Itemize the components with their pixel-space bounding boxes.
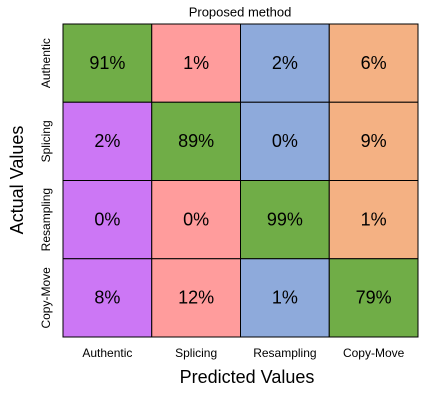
x-axis-label: Predicted Values: [180, 367, 315, 387]
cell-label: 9%: [361, 131, 387, 151]
cell-label: 8%: [94, 288, 120, 308]
cell-label: 99%: [267, 209, 303, 229]
cell-label: 6%: [361, 53, 387, 73]
y-tick-label: Splicing: [39, 120, 53, 162]
cell-label: 79%: [356, 288, 392, 308]
cell-label: 12%: [178, 288, 214, 308]
y-tick-label: Resampling: [39, 188, 53, 251]
cell: [328, 101, 419, 181]
cell-label: 1%: [272, 288, 298, 308]
cell: [151, 258, 241, 338]
x-tick-label: Resampling: [253, 346, 316, 360]
cell: [62, 258, 153, 338]
cell-label: 0%: [183, 209, 209, 229]
cell-label: 2%: [94, 131, 120, 151]
cell: [151, 180, 241, 260]
chart-title: Proposed method: [189, 4, 292, 19]
y-axis-label: Actual Values: [7, 126, 27, 235]
cell-label: 1%: [183, 53, 209, 73]
y-tick-label: Copy-Move: [39, 267, 53, 329]
cell-label: 0%: [94, 209, 120, 229]
cell-label: 0%: [272, 131, 298, 151]
cell: [62, 101, 153, 181]
cell: [328, 258, 419, 338]
y-tick-label: Authentic: [39, 38, 53, 88]
x-tick-label: Copy-Move: [343, 346, 405, 360]
cell-label: 91%: [89, 53, 125, 73]
cell-label: 89%: [178, 131, 214, 151]
x-tick-label: Splicing: [175, 346, 217, 360]
cell: [328, 23, 419, 103]
cell-label: 2%: [272, 53, 298, 73]
cell: [240, 23, 330, 103]
cell: [62, 23, 153, 103]
cell: [328, 180, 419, 260]
cell-label: 1%: [361, 209, 387, 229]
cell: [151, 101, 241, 181]
x-tick-label: Authentic: [82, 346, 132, 360]
cell: [151, 23, 241, 103]
